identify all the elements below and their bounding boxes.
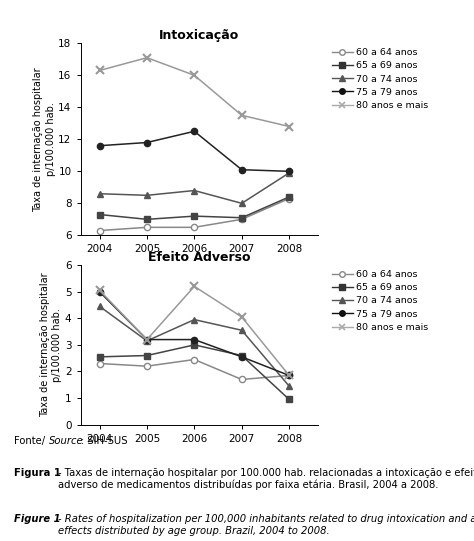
Title: Intoxicação: Intoxicação [159, 29, 239, 42]
Legend: 60 a 64 anos, 65 a 69 anos, 70 a 74 anos, 75 a 79 anos, 80 anos e mais: 60 a 64 anos, 65 a 69 anos, 70 a 74 anos… [332, 270, 428, 332]
Title: Efeito Adverso: Efeito Adverso [148, 251, 250, 264]
Text: - Rates of hospitalization per 100,000 inhabitants related to drug intoxication : - Rates of hospitalization per 100,000 i… [58, 514, 474, 536]
Text: Fonte/: Fonte/ [14, 436, 46, 445]
Text: Source: Source [49, 436, 83, 445]
Text: Figure 1: Figure 1 [14, 514, 61, 524]
Y-axis label: Taxa de internação hospitalar
p/100.000 hab.: Taxa de internação hospitalar p/100.000 … [33, 67, 55, 212]
Text: : SIH-SUS: : SIH-SUS [81, 436, 128, 445]
Text: Figura 1: Figura 1 [14, 468, 61, 478]
Text: - Taxas de internação hospitalar por 100.000 hab. relacionadas a intoxicação e e: - Taxas de internação hospitalar por 100… [58, 468, 474, 490]
Y-axis label: Taxa de internação hospitalar
p/100.000 hab.: Taxa de internação hospitalar p/100.000 … [40, 273, 62, 417]
Legend: 60 a 64 anos, 65 a 69 anos, 70 a 74 anos, 75 a 79 anos, 80 anos e mais: 60 a 64 anos, 65 a 69 anos, 70 a 74 anos… [332, 48, 428, 110]
